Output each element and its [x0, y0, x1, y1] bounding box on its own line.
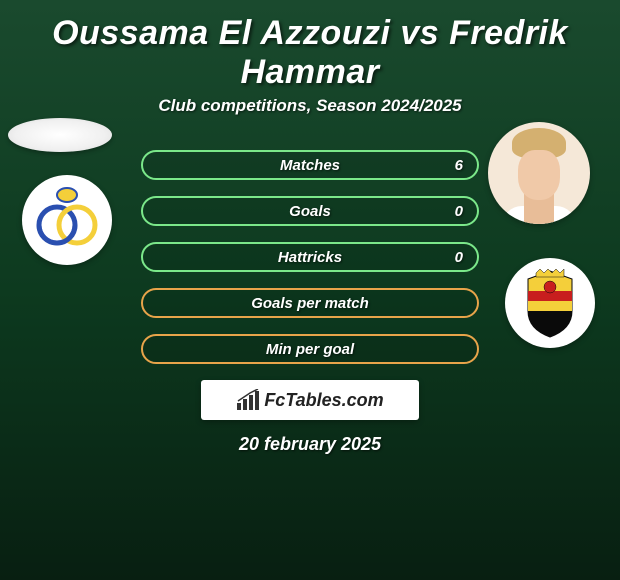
page-title: Oussama El Azzouzi vs Fredrik Hammar	[0, 0, 620, 96]
date-text: 20 february 2025	[0, 434, 620, 455]
brand-text: FcTables.com	[264, 390, 383, 411]
crest-right-svg	[520, 267, 580, 339]
club-crest-right	[505, 258, 595, 348]
stat-row-matches: Matches 6	[141, 150, 479, 180]
brand-chart-icon	[236, 389, 260, 411]
neck	[524, 194, 554, 224]
stat-label: Hattricks	[278, 249, 342, 266]
stat-value-right: 0	[455, 249, 463, 266]
stat-value-right: 0	[455, 203, 463, 220]
crest-left-svg	[35, 185, 99, 255]
stat-label: Matches	[280, 157, 340, 174]
face-graphic	[488, 122, 590, 224]
stat-label: Goals	[289, 203, 331, 220]
stat-value-right: 6	[455, 157, 463, 174]
stat-row-goals: Goals 0	[141, 196, 479, 226]
stat-row-min-per-goal: Min per goal	[141, 334, 479, 364]
brand-box: FcTables.com	[201, 380, 419, 420]
player-avatar-left	[8, 118, 112, 152]
stat-label: Min per goal	[266, 341, 354, 358]
stat-row-goals-per-match: Goals per match	[141, 288, 479, 318]
stat-label: Goals per match	[251, 295, 369, 312]
subtitle: Club competitions, Season 2024/2025	[0, 96, 620, 116]
club-crest-left	[22, 175, 112, 265]
stat-row-hattricks: Hattricks 0	[141, 242, 479, 272]
player-avatar-right	[488, 122, 590, 224]
